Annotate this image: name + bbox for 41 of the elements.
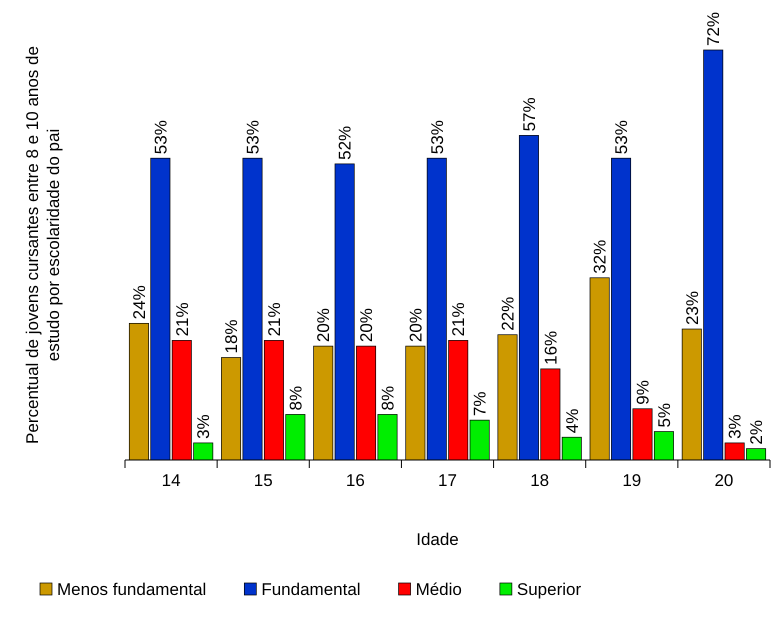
data-label: 21% xyxy=(264,302,284,336)
legend-label: Fundamental xyxy=(261,580,361,599)
data-label: 8% xyxy=(286,386,306,410)
data-label: 53% xyxy=(612,120,632,154)
data-label: 53% xyxy=(244,120,262,154)
data-label: 20% xyxy=(406,308,426,342)
data-label: 9% xyxy=(634,380,652,405)
data-label: 8% xyxy=(378,386,398,410)
data-label: 21% xyxy=(172,302,192,336)
y-axis-title: Percentual de jovens cursantes entre 8 e 10 anos de estudo por escolaridade do pai xyxy=(23,46,63,444)
data-label: 52% xyxy=(336,126,355,160)
data-label: 4% xyxy=(562,408,582,434)
data-label: 24% xyxy=(130,285,149,320)
data-label: 18% xyxy=(222,319,242,354)
data-label: 22% xyxy=(498,296,518,331)
data-label: 7% xyxy=(470,392,490,416)
data-label: 57% xyxy=(520,97,539,132)
data-label: 21% xyxy=(449,302,468,336)
data-label: 72% xyxy=(704,12,724,46)
x-tick-label: 18 xyxy=(530,471,550,490)
x-axis-title: Idade xyxy=(416,530,459,549)
x-tick-label: 15 xyxy=(254,471,273,490)
data-label: 20% xyxy=(314,308,334,342)
data-label: 23% xyxy=(682,290,702,326)
x-tick-label: 19 xyxy=(622,471,642,490)
x-tick-label: 20 xyxy=(714,471,734,490)
data-label: 16% xyxy=(541,330,560,365)
legend-label: Menos fundamental xyxy=(57,580,206,599)
data-label: 3% xyxy=(726,414,745,439)
x-tick-label: 17 xyxy=(438,471,457,490)
legend-label: Superior xyxy=(516,580,582,599)
data-label: 53% xyxy=(151,120,170,154)
legend-label: Médio xyxy=(416,580,462,599)
x-tick-label: 14 xyxy=(162,471,181,490)
data-label: 5% xyxy=(654,402,674,428)
x-tick-label: 16 xyxy=(346,471,365,490)
data-label: 20% xyxy=(357,308,376,342)
data-label: 53% xyxy=(428,120,447,154)
data-label: 3% xyxy=(194,414,214,439)
data-label: 2% xyxy=(747,420,766,445)
data-label: 32% xyxy=(590,240,610,274)
